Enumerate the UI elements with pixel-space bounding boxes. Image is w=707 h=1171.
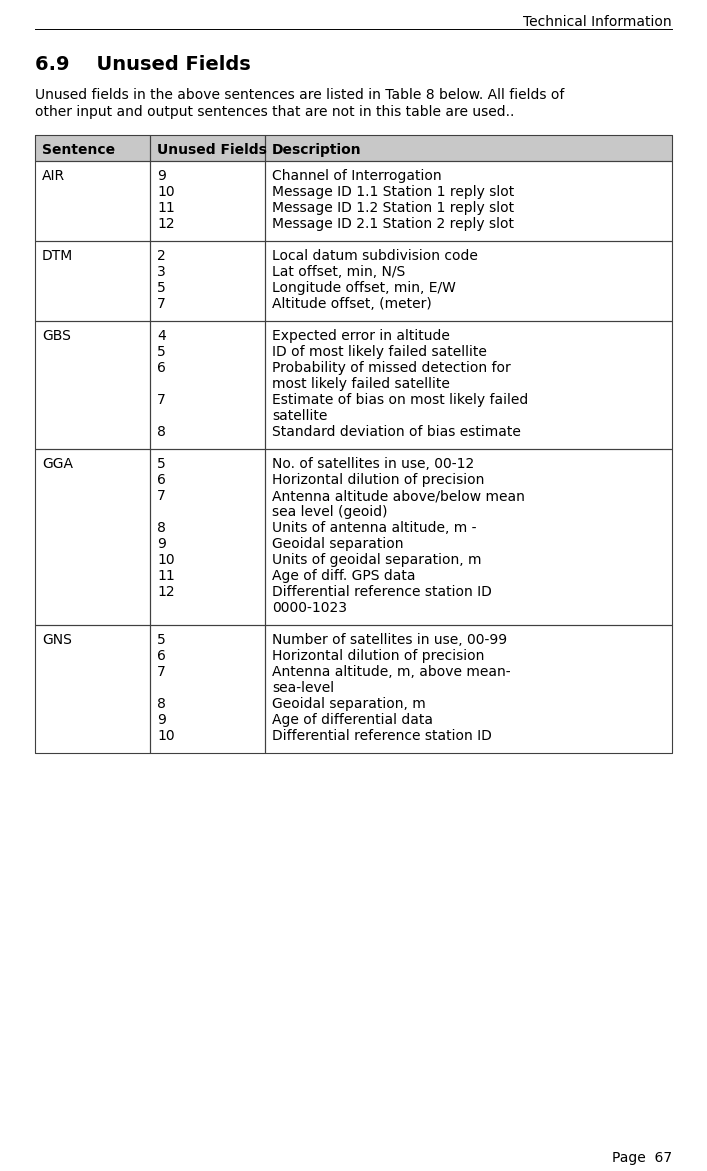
Text: 5: 5: [157, 281, 165, 295]
Text: Message ID 1.2 Station 1 reply slot: Message ID 1.2 Station 1 reply slot: [272, 201, 514, 215]
Bar: [265, 241, 672, 321]
Bar: [150, 135, 265, 160]
Text: 6: 6: [157, 361, 166, 375]
Text: AIR: AIR: [42, 169, 65, 183]
Text: sea-level: sea-level: [272, 682, 334, 696]
Text: Antenna altitude, m, above mean-: Antenna altitude, m, above mean-: [272, 665, 510, 679]
Bar: [35, 135, 150, 160]
Text: GNS: GNS: [42, 634, 72, 648]
Text: Geoidal separation: Geoidal separation: [272, 537, 404, 552]
Text: 9: 9: [157, 537, 166, 552]
Text: 8: 8: [157, 521, 166, 535]
Text: 10: 10: [157, 730, 175, 744]
Text: GBS: GBS: [42, 329, 71, 343]
Bar: [265, 448, 672, 625]
Text: sea level (geoid): sea level (geoid): [272, 505, 387, 519]
Bar: [150, 241, 265, 321]
Bar: [35, 625, 150, 753]
Text: GGA: GGA: [42, 457, 73, 471]
Bar: [35, 448, 150, 625]
Text: 4: 4: [157, 329, 165, 343]
Text: Geoidal separation, m: Geoidal separation, m: [272, 697, 426, 711]
Text: most likely failed satellite: most likely failed satellite: [272, 377, 450, 391]
Bar: [150, 448, 265, 625]
Bar: [265, 321, 672, 448]
Text: other input and output sentences that are not in this table are used..: other input and output sentences that ar…: [35, 105, 515, 119]
Text: Antenna altitude above/below mean: Antenna altitude above/below mean: [272, 489, 525, 504]
Text: 8: 8: [157, 697, 166, 711]
Text: 11: 11: [157, 201, 175, 215]
Text: 5: 5: [157, 345, 165, 359]
Text: Differential reference station ID: Differential reference station ID: [272, 730, 492, 744]
Text: 11: 11: [157, 569, 175, 583]
Bar: [35, 160, 150, 241]
Text: Number of satellites in use, 00-99: Number of satellites in use, 00-99: [272, 634, 507, 648]
Text: Horizontal dilution of precision: Horizontal dilution of precision: [272, 649, 484, 663]
Text: 7: 7: [157, 297, 165, 311]
Text: 5: 5: [157, 634, 165, 648]
Text: Unused fields in the above sentences are listed in Table 8 below. All fields of: Unused fields in the above sentences are…: [35, 88, 564, 102]
Text: 6: 6: [157, 473, 166, 487]
Text: 10: 10: [157, 185, 175, 199]
Text: 5: 5: [157, 457, 165, 471]
Bar: [35, 321, 150, 448]
Text: Differential reference station ID: Differential reference station ID: [272, 586, 492, 600]
Text: Unused Fields: Unused Fields: [157, 143, 267, 157]
Text: 6.9    Unused Fields: 6.9 Unused Fields: [35, 55, 251, 74]
Bar: [265, 135, 672, 160]
Bar: [150, 160, 265, 241]
Text: 6: 6: [157, 649, 166, 663]
Text: Horizontal dilution of precision: Horizontal dilution of precision: [272, 473, 484, 487]
Text: No. of satellites in use, 00-12: No. of satellites in use, 00-12: [272, 457, 474, 471]
Text: 10: 10: [157, 553, 175, 567]
Text: Description: Description: [272, 143, 361, 157]
Text: 2: 2: [157, 249, 165, 263]
Text: Channel of Interrogation: Channel of Interrogation: [272, 169, 442, 183]
Text: 12: 12: [157, 586, 175, 600]
Text: ID of most likely failed satellite: ID of most likely failed satellite: [272, 345, 487, 359]
Text: 9: 9: [157, 169, 166, 183]
Text: Lat offset, min, N/S: Lat offset, min, N/S: [272, 265, 405, 279]
Text: 8: 8: [157, 425, 166, 439]
Text: Longitude offset, min, E/W: Longitude offset, min, E/W: [272, 281, 456, 295]
Text: 0000-1023: 0000-1023: [272, 601, 347, 615]
Bar: [35, 241, 150, 321]
Text: Message ID 2.1 Station 2 reply slot: Message ID 2.1 Station 2 reply slot: [272, 217, 514, 231]
Text: 7: 7: [157, 393, 165, 408]
Text: 9: 9: [157, 713, 166, 727]
Text: satellite: satellite: [272, 409, 327, 423]
Text: Page  67: Page 67: [612, 1151, 672, 1165]
Bar: [150, 321, 265, 448]
Bar: [265, 625, 672, 753]
Text: 7: 7: [157, 665, 165, 679]
Text: Altitude offset, (meter): Altitude offset, (meter): [272, 297, 432, 311]
Text: Age of diff. GPS data: Age of diff. GPS data: [272, 569, 416, 583]
Text: 7: 7: [157, 489, 165, 504]
Text: DTM: DTM: [42, 249, 74, 263]
Text: Age of differential data: Age of differential data: [272, 713, 433, 727]
Bar: [150, 625, 265, 753]
Bar: [265, 160, 672, 241]
Text: Units of antenna altitude, m -: Units of antenna altitude, m -: [272, 521, 477, 535]
Text: Expected error in altitude: Expected error in altitude: [272, 329, 450, 343]
Text: Technical Information: Technical Information: [523, 15, 672, 29]
Text: Sentence: Sentence: [42, 143, 115, 157]
Text: Units of geoidal separation, m: Units of geoidal separation, m: [272, 553, 481, 567]
Text: Estimate of bias on most likely failed: Estimate of bias on most likely failed: [272, 393, 528, 408]
Text: Standard deviation of bias estimate: Standard deviation of bias estimate: [272, 425, 521, 439]
Text: Local datum subdivision code: Local datum subdivision code: [272, 249, 478, 263]
Text: 12: 12: [157, 217, 175, 231]
Text: Probability of missed detection for: Probability of missed detection for: [272, 361, 510, 375]
Text: Message ID 1.1 Station 1 reply slot: Message ID 1.1 Station 1 reply slot: [272, 185, 514, 199]
Text: 3: 3: [157, 265, 165, 279]
